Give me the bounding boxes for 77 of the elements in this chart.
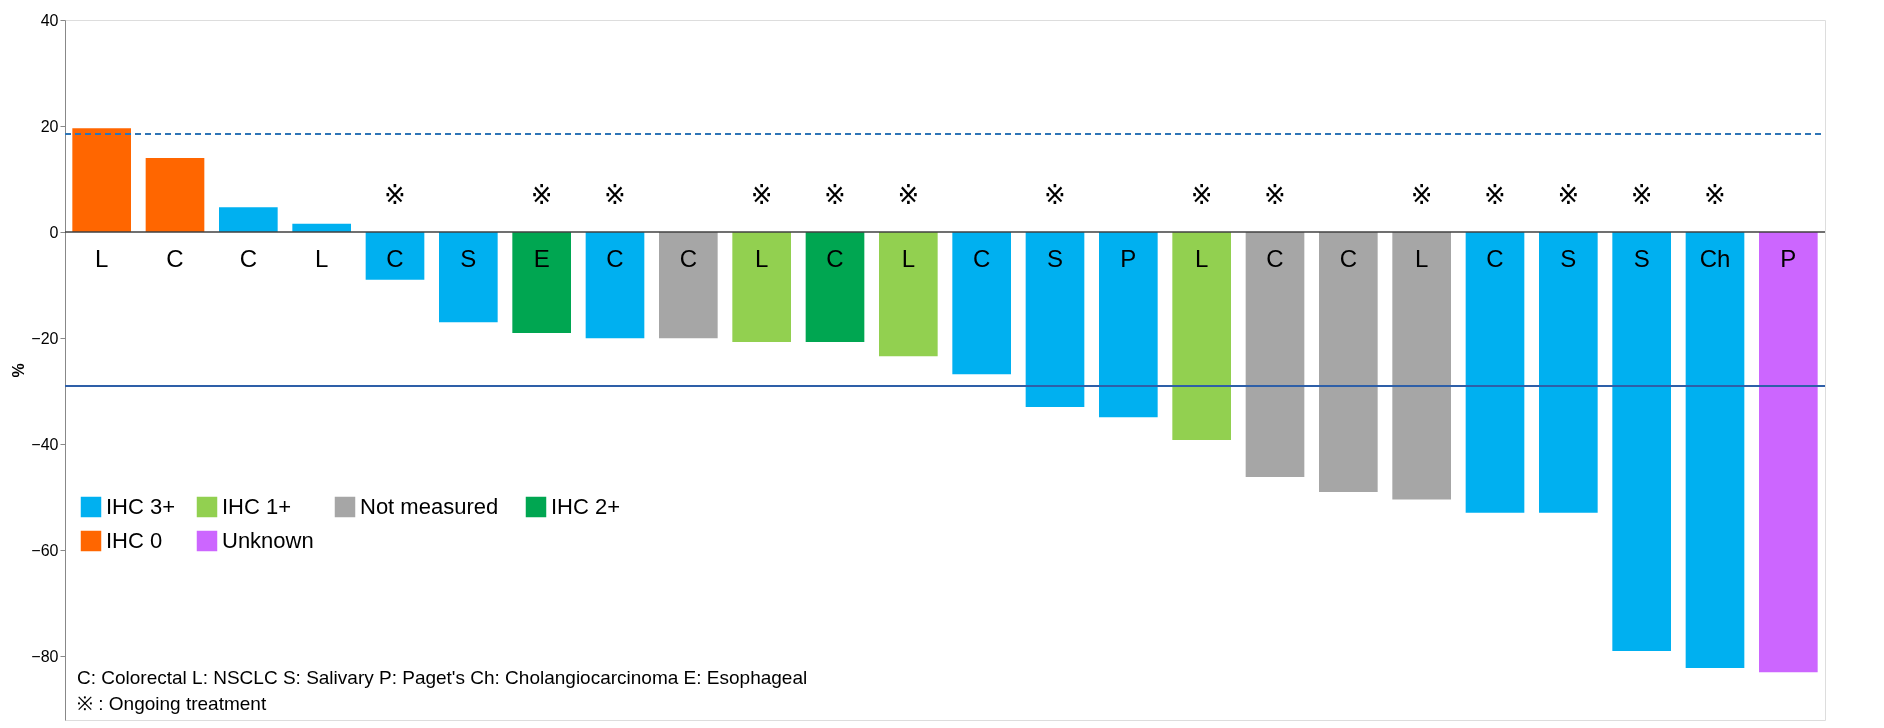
bar xyxy=(1099,232,1158,418)
x-tick-label: C xyxy=(239,245,258,273)
x-tick-label: L xyxy=(1414,245,1429,273)
y-tick-label: −80 xyxy=(31,647,59,665)
legend-label: IHC 2+ xyxy=(551,494,621,519)
bar xyxy=(1392,232,1451,500)
text: ※ xyxy=(1044,180,1066,211)
text: ※ xyxy=(1704,180,1726,211)
x-tick-label: L xyxy=(754,245,769,273)
annotation: C: Colorectal L: NSCLC S: Salivary P: Paget's Ch: Cholangiocarcinoma E: Esophageal xyxy=(77,667,808,688)
x-tick-label: P xyxy=(1120,245,1137,273)
x-tick-label: S xyxy=(460,245,477,273)
bar xyxy=(952,232,1011,375)
x-tick-label: L xyxy=(94,245,109,273)
x-tick-label: C xyxy=(166,245,184,273)
y-tick-label: −20 xyxy=(31,329,59,347)
bar xyxy=(1685,232,1745,669)
x-tick-label: P xyxy=(1780,245,1797,273)
x-tick-label: S xyxy=(1633,245,1650,273)
text: ※ xyxy=(1557,180,1580,211)
text: ※ xyxy=(384,180,406,211)
y-tick-label: 20 xyxy=(40,117,59,135)
text: ※ xyxy=(750,180,773,211)
bar xyxy=(512,232,571,333)
bar xyxy=(365,232,425,280)
y-tick-label: 40 xyxy=(40,11,59,29)
bar xyxy=(72,128,131,233)
x-tick-label: L xyxy=(901,245,916,273)
x-tick-label: L xyxy=(314,245,329,273)
text: ※ xyxy=(1484,180,1506,211)
x-tick-label: C xyxy=(606,245,624,273)
x-tick-label: C xyxy=(386,245,404,273)
bar xyxy=(145,157,205,233)
x-tick-label: S xyxy=(1046,245,1064,273)
bar xyxy=(805,232,865,342)
y-axis-title: % xyxy=(10,363,28,378)
bar xyxy=(439,232,498,323)
legend-label: IHC 3+ xyxy=(106,494,176,519)
text: ※ xyxy=(1630,180,1653,211)
bar xyxy=(1319,232,1378,492)
text: ※ xyxy=(897,180,920,211)
bar xyxy=(1172,232,1231,440)
text: ※ xyxy=(824,180,846,211)
x-tick-label: C xyxy=(1486,245,1504,273)
x-tick-label: L xyxy=(1194,245,1209,273)
legend-label: IHC 1+ xyxy=(222,494,292,519)
bar xyxy=(1025,232,1085,408)
text: ※ xyxy=(530,180,553,211)
x-tick-label: C xyxy=(1266,245,1284,273)
legend-label: Not measured xyxy=(360,494,499,519)
y-tick-label: −60 xyxy=(31,541,59,559)
x-tick-label: Ch xyxy=(1699,245,1731,273)
x-tick-label: C xyxy=(826,245,844,273)
x-tick-label: E xyxy=(533,245,550,273)
bar xyxy=(879,232,938,357)
annotation: ※ : Ongoing treatment xyxy=(77,693,267,714)
text: ※ xyxy=(1264,180,1286,211)
y-tick-label: −40 xyxy=(31,435,59,453)
x-tick-label: C xyxy=(679,245,698,273)
bar xyxy=(1759,232,1818,673)
bar xyxy=(1465,232,1525,513)
bar xyxy=(1245,232,1305,478)
bar xyxy=(1539,232,1598,513)
text: ※ xyxy=(1190,180,1213,211)
bar xyxy=(585,232,645,339)
y-tick-label: 0 xyxy=(49,223,59,241)
text: ※ xyxy=(1410,180,1433,211)
bar xyxy=(1612,232,1671,652)
bar xyxy=(219,207,278,233)
x-tick-label: C xyxy=(972,245,991,273)
x-tick-label: S xyxy=(1560,245,1577,273)
legend-label: IHC 0 xyxy=(106,528,163,553)
bar xyxy=(659,232,718,339)
legend-label: Unknown xyxy=(222,528,314,553)
bar xyxy=(732,232,791,342)
text: ※ xyxy=(604,180,626,211)
x-tick-label: C xyxy=(1339,245,1358,273)
